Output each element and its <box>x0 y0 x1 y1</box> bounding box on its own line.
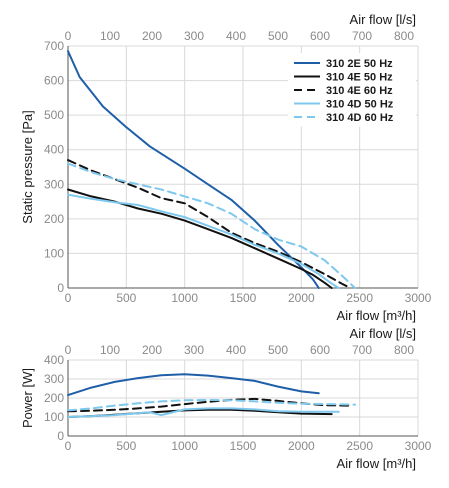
pressure-y-tick-label: 700 <box>44 39 64 53</box>
power-x-tick-label: 2500 <box>346 439 373 453</box>
power-y-axis-title: Power [W] <box>20 368 35 428</box>
pressure-y-tick-label: 0 <box>57 281 64 295</box>
power-x-axis-title: Air flow [m³/h] <box>337 456 416 471</box>
power-x2-tick-label: 700 <box>352 343 372 357</box>
pressure-x-tick-label: 500 <box>116 291 136 305</box>
legend-label: 310 4D 50 Hz <box>326 99 394 111</box>
pressure-x-tick-label: 1000 <box>171 291 198 305</box>
power-x2-tick-label: 100 <box>100 343 120 357</box>
pressure-series-line-310-4d-50-hz <box>67 193 340 289</box>
power-x-tick-label: 3000 <box>405 439 432 453</box>
power-x2-tick-label: 300 <box>184 343 204 357</box>
power-y-tick-label: 300 <box>44 372 64 386</box>
pressure-x-tick-label: 1500 <box>230 291 257 305</box>
pressure-y-tick-label: 400 <box>44 143 64 157</box>
power-y-tick-label: 0 <box>57 429 64 443</box>
power-x2-tick-label: 400 <box>226 343 246 357</box>
pressure-series-line-310-4d-60-hz <box>67 162 356 289</box>
pressure-x2-tick-label: 500 <box>268 29 288 43</box>
pressure-y-tick-label: 300 <box>44 177 64 191</box>
power-y-tick-label: 100 <box>44 410 64 424</box>
pressure-y-tick-label: 500 <box>44 108 64 122</box>
power-x-tick-label: 500 <box>116 439 136 453</box>
pressure-y-tick-label: 200 <box>44 212 64 226</box>
power-x2-tick-label: 500 <box>268 343 288 357</box>
legend-label: 310 4D 60 Hz <box>326 112 394 124</box>
pressure-x-tick-label: 0 <box>65 291 72 305</box>
pressure-x2-tick-label: 600 <box>310 29 330 43</box>
legend-label: 310 4E 60 Hz <box>326 85 393 97</box>
pressure-y-axis-title: Static pressure [Pa] <box>20 110 35 223</box>
pressure-x2-tick-label: 200 <box>142 29 162 43</box>
pressure-x-tick-label: 2500 <box>346 291 373 305</box>
power-x2-tick-label: 600 <box>310 343 330 357</box>
pressure-x2-tick-label: 700 <box>352 29 372 43</box>
pressure-x2-tick-label: 300 <box>184 29 204 43</box>
pressure-series-line-310-4e-50-hz <box>67 188 333 289</box>
pressure-series-line-310-2e-50-hz <box>67 50 320 289</box>
pressure-x2-tick-label: 400 <box>226 29 246 43</box>
pressure-x2-tick-label: 800 <box>394 29 414 43</box>
pressure-y-tick-label: 100 <box>44 246 64 260</box>
pressure-x2-tick-label: 0 <box>65 29 72 43</box>
power-series-line-310-2e-50-hz <box>67 373 320 397</box>
pressure-x-tick-label: 3000 <box>405 291 432 305</box>
pressure-x2-tick-label: 100 <box>100 29 120 43</box>
pressure-x-axis-title: Air flow [m³/h] <box>337 308 416 323</box>
power-x2-tick-label: 0 <box>65 343 72 357</box>
power-x2-tick-label: 800 <box>394 343 414 357</box>
pressure-y-tick-label: 600 <box>44 74 64 88</box>
power-x2-tick-label: 200 <box>142 343 162 357</box>
power-x-tick-label: 1000 <box>171 439 198 453</box>
pressure-x-tick-label: 2000 <box>288 291 315 305</box>
power-y-tick-label: 200 <box>44 391 64 405</box>
power-y-tick-label: 400 <box>44 353 64 367</box>
power-x-tick-label: 2000 <box>288 439 315 453</box>
power-x-tick-label: 1500 <box>230 439 257 453</box>
pressure-x2-axis-title: Air flow [l/s] <box>350 12 416 27</box>
power-series-line-310-4d-50-hz <box>67 407 340 418</box>
power-series-line-310-4d-60-hz <box>67 398 356 412</box>
power-x2-axis-title: Air flow [l/s] <box>350 326 416 341</box>
legend-label: 310 4E 50 Hz <box>326 72 393 84</box>
power-x-tick-label: 0 <box>65 439 72 453</box>
legend-label: 310 2E 50 Hz <box>326 58 393 70</box>
